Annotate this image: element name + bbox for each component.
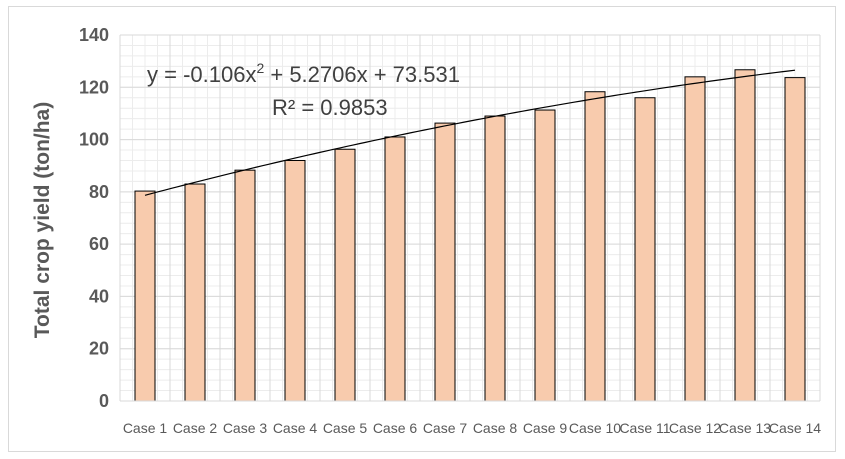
bar: [634, 97, 656, 402]
bar: [184, 183, 206, 402]
y-tick-label: 0: [99, 391, 109, 411]
y-tick-label: 20: [89, 339, 109, 359]
x-tick-label: Case 10: [569, 420, 621, 436]
bar: [584, 91, 606, 402]
bar: [384, 136, 406, 402]
y-tick-label: 100: [79, 130, 109, 150]
x-tick-label: Case 3: [223, 420, 268, 436]
bar: [534, 109, 556, 402]
x-tick-label: Case 12: [669, 420, 721, 436]
y-tick-label: 60: [89, 234, 109, 254]
x-tick-label: Case 9: [523, 420, 568, 436]
bar: [784, 77, 806, 402]
x-tick-label: Case 14: [769, 420, 821, 436]
bar: [134, 190, 156, 402]
bar: [734, 69, 756, 402]
y-tick-label: 140: [79, 25, 109, 45]
trendline-r2: R² = 0.9853: [272, 95, 388, 120]
x-tick-label: Case 7: [423, 420, 468, 436]
trendline-equation: y = -0.106x2 + 5.2706x + 73.531: [147, 60, 460, 87]
y-axis-label: Total crop yield (ton/ha): [31, 102, 54, 338]
x-tick-label: Case 4: [273, 420, 318, 436]
x-tick-labels: Case 1 Case 2 Case 3 Case 4 Case 5 Case 6 Case…: [123, 420, 821, 436]
major-gridlines: [119, 34, 821, 402]
bar: [484, 115, 506, 402]
y-tick-label: 120: [79, 77, 109, 97]
x-tick-label: Case 11: [619, 420, 670, 436]
bar: [284, 159, 306, 402]
x-tick-label: Case 13: [719, 420, 771, 436]
y-tick-label: 40: [89, 286, 109, 306]
x-tick-label: Case 5: [323, 420, 368, 436]
bar: [684, 76, 706, 402]
y-tick-labels: 0 20 40 60 80 100 120 140: [79, 25, 109, 411]
x-tick-label: Case 6: [373, 420, 418, 436]
bar: [434, 122, 456, 402]
x-tick-label: Case 2: [173, 420, 218, 436]
y-tick-label: 80: [89, 182, 109, 202]
bar: [234, 169, 256, 402]
trendline: [144, 69, 796, 196]
x-tick-label: Case 8: [473, 420, 518, 436]
chart-frame: [8, 6, 836, 452]
bar: [334, 148, 356, 402]
x-tick-label: Case 1: [123, 420, 168, 436]
